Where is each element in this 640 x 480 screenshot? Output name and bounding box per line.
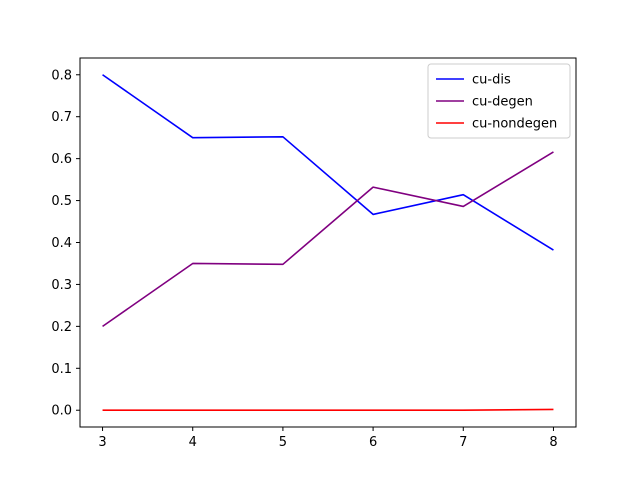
series-line-cu-nondegen [102,408,554,412]
series-line-cu-degen [102,151,554,328]
legend-label-cu-nondegen: cu-nondegen [472,117,557,132]
x-tick-label: 8 [549,435,557,450]
x-tick-label: 7 [459,435,467,450]
legend-label-cu-degen: cu-degen [472,95,533,110]
x-tick-label: 5 [279,435,287,450]
y-tick-label: 0.2 [51,320,72,335]
legend: cu-dis cu-degen cu-nondegen [427,63,571,139]
legend-box [427,63,571,139]
y-tick-label: 0.0 [51,404,72,419]
y-tick-label: 0.7 [51,110,72,125]
series-line-cu-dis [102,74,554,251]
series-layer [102,74,554,412]
x-tick-label: 4 [189,435,197,450]
y-tick-label: 0.6 [51,152,72,167]
x-tick-label: 6 [369,435,377,450]
x-axis: 3 4 5 6 7 8 [98,427,558,450]
legend-label-cu-dis: cu-dis [472,73,511,88]
y-tick-label: 0.8 [51,68,72,83]
y-axis: 0.0 0.1 0.2 0.3 0.4 0.5 0.6 0.7 0.8 [51,68,80,419]
y-tick-label: 0.4 [51,236,72,251]
x-tick-label: 3 [98,435,106,450]
y-tick-label: 0.5 [51,194,72,209]
y-tick-label: 0.3 [51,278,72,293]
y-tick-label: 0.1 [51,362,72,377]
